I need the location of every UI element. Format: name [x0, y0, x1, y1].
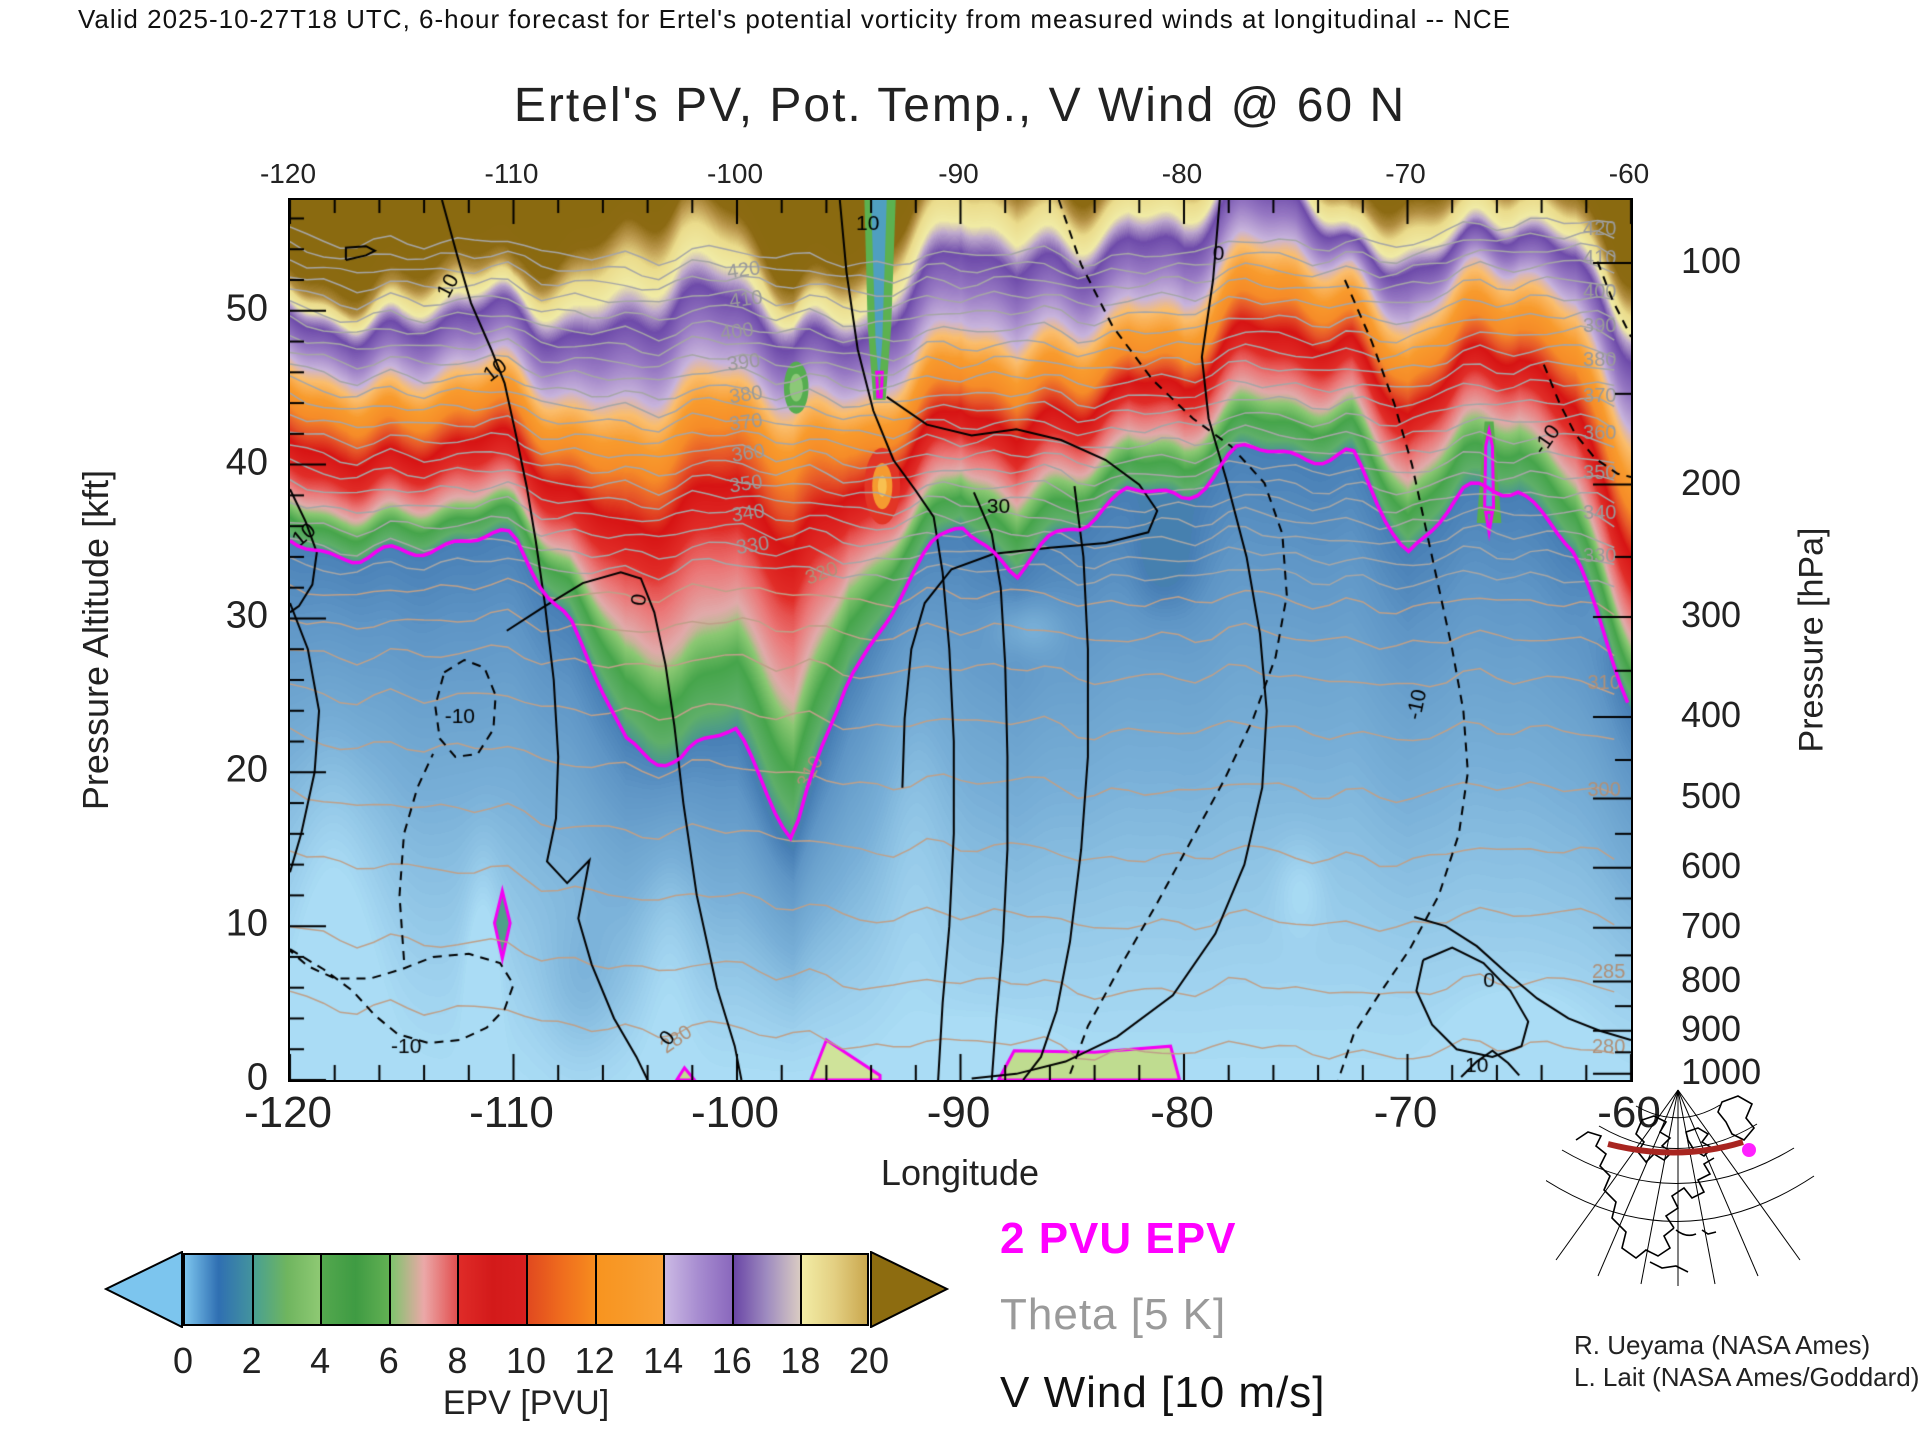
credit-line-1: R. Ueyama (NASA Ames) — [1574, 1330, 1871, 1360]
left-axis-title: Pressure Altitude [kft] — [75, 469, 116, 811]
x-tick-label-bottom: -120 — [243, 1088, 333, 1137]
colorbar-tick-label: 4 — [310, 1340, 331, 1381]
colorbar-arrow — [104, 1251, 183, 1328]
x-tick-label-top: -70 — [1385, 158, 1426, 189]
pressure-tick-label: 100 — [1681, 240, 1742, 282]
colorbar-tick-label: 8 — [447, 1340, 468, 1381]
colorbar-arrow — [870, 1251, 949, 1328]
map-60n-transect-line — [1607, 1139, 1744, 1156]
colorbar-segment — [594, 1253, 664, 1326]
colorbar-segment — [526, 1253, 595, 1326]
colorbar-segment — [320, 1253, 389, 1326]
x-tick-label-top: -80 — [1161, 158, 1203, 189]
legend-vwind: V Wind [10 m/s] — [1000, 1368, 1326, 1417]
x-tick-label-top: -100 — [706, 158, 764, 189]
page-title: Ertel's PV, Pot. Temp., V Wind @ 60 N — [513, 79, 1407, 132]
x-tick-label-top: -120 — [259, 158, 317, 189]
colorbar-tick-label: 18 — [780, 1340, 821, 1381]
x-tick-label-bottom: -110 — [469, 1088, 554, 1137]
pressure-tick-label: 500 — [1681, 775, 1742, 817]
x-axis-title: Longitude — [880, 1152, 1040, 1193]
pressure-tick-label: 1000 — [1681, 1050, 1762, 1092]
epv-field-canvas — [290, 200, 1631, 1080]
x-tick-label-top: -90 — [938, 158, 979, 189]
pressure-tick-label: 600 — [1681, 844, 1742, 886]
kft-tick-label: 20 — [225, 748, 268, 791]
legend-2pvu: 2 PVU EPV — [1000, 1214, 1237, 1263]
colorbar-segment — [251, 1253, 321, 1326]
x-tick-label-top: -110 — [484, 158, 539, 189]
location-inset-map — [1546, 1089, 1815, 1286]
colorbar-tick-label: 0 — [172, 1340, 194, 1381]
colorbar-tick-label: 6 — [378, 1340, 399, 1381]
colorbar-tick-label: 12 — [574, 1340, 615, 1381]
valid-time-line: Valid 2025-10-27T18 UTC, 6-hour forecast… — [78, 4, 1512, 34]
credit-line-2: L. Lait (NASA Ames/Goddard) — [1574, 1362, 1920, 1392]
colorbar-segment — [183, 1253, 252, 1326]
colorbar-segment — [663, 1253, 732, 1326]
x-tick-label-top: -60 — [1608, 158, 1650, 189]
kft-tick-label: 30 — [225, 594, 268, 637]
colorbar-tick-label: 14 — [643, 1340, 684, 1381]
map-graticule — [1546, 1089, 1815, 1286]
colorbar-segment — [800, 1253, 869, 1326]
pressure-tick-label: 900 — [1681, 1007, 1742, 1049]
colorbar-tick-label: 20 — [848, 1340, 890, 1381]
x-tick-label-bottom: -80 — [1150, 1088, 1214, 1137]
map-coastlines — [1575, 1095, 1756, 1273]
colorbar-segment — [731, 1253, 801, 1326]
colorbar-segment — [388, 1253, 458, 1326]
colorbar-segment — [457, 1253, 526, 1326]
kft-tick-label: 0 — [246, 1056, 268, 1099]
colorbar-title: EPV [PVU] — [442, 1384, 610, 1422]
pressure-tick-label: 700 — [1681, 904, 1742, 946]
pressure-tick-label: 400 — [1681, 693, 1742, 735]
colorbar-tick-label: 2 — [241, 1340, 262, 1381]
pressure-tick-label: 300 — [1681, 593, 1742, 635]
colorbar-tick-label: 10 — [505, 1340, 547, 1381]
kft-tick-label: 50 — [225, 287, 268, 330]
cross-section-plot — [288, 198, 1633, 1082]
colorbar-tick-label: 16 — [711, 1340, 752, 1381]
kft-tick-label: 40 — [225, 441, 268, 484]
legend-theta: Theta [5 K] — [1000, 1290, 1227, 1339]
pressure-tick-label: 200 — [1681, 461, 1742, 503]
x-tick-label-bottom: -70 — [1373, 1088, 1438, 1137]
map-endpoint-dot — [1742, 1143, 1756, 1157]
x-tick-label-bottom: -90 — [926, 1088, 991, 1137]
kft-tick-label: 10 — [225, 902, 268, 945]
x-tick-label-bottom: -100 — [690, 1088, 780, 1137]
pressure-tick-label: 800 — [1681, 958, 1742, 1000]
right-axis-title: Pressure [hPa] — [1792, 527, 1831, 753]
